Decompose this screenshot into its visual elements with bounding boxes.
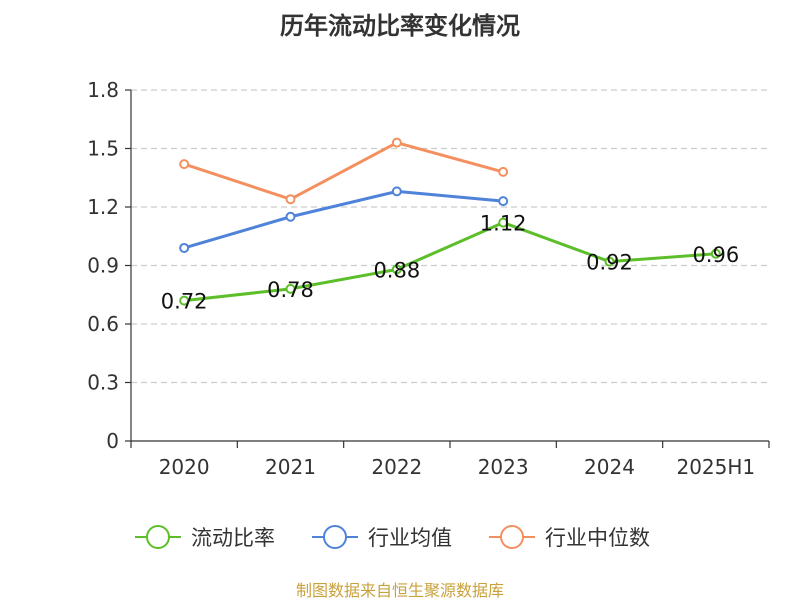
data-label: 0.92 xyxy=(586,251,633,275)
series-line-1 xyxy=(183,189,504,250)
data-label: 0.72 xyxy=(161,290,208,314)
axes: 0 0.3 0.6 0.9 1.2 1.5 1.8 2020 2021 2022 2023 2024 2… xyxy=(87,78,770,479)
series-line-0 xyxy=(184,221,716,303)
data-point xyxy=(391,186,402,197)
y-tick-label: 0.3 xyxy=(87,371,119,395)
chart-title: 历年流动比率变化情况 xyxy=(280,12,520,40)
legend: 流动比率 行业均值 行业中位数 xyxy=(135,525,650,550)
y-tick-label: 1.8 xyxy=(87,78,119,102)
y-tick-label: 1.5 xyxy=(87,137,119,161)
y-tick-label: 0 xyxy=(106,429,119,453)
data-point xyxy=(498,217,509,228)
legend-marker-0 xyxy=(146,525,170,549)
x-tick-label: 2023 xyxy=(478,455,529,479)
data-point xyxy=(179,159,190,170)
series-line-2 xyxy=(183,141,504,201)
data-point xyxy=(179,295,190,306)
data-point xyxy=(285,283,296,294)
y-tick-label: 0.6 xyxy=(87,312,119,336)
series-group xyxy=(179,137,721,306)
legend-label: 行业均值 xyxy=(368,526,452,550)
data-point xyxy=(285,211,296,222)
legend-label: 行业中位数 xyxy=(545,526,650,550)
data-label: 0.78 xyxy=(267,278,314,302)
data-label: 1.12 xyxy=(480,212,527,236)
data-point xyxy=(498,166,509,177)
data-point xyxy=(285,194,296,205)
grid-lines xyxy=(131,89,769,384)
data-point xyxy=(179,242,190,253)
data-point xyxy=(391,264,402,275)
y-tick-label: 0.9 xyxy=(87,254,119,278)
x-tick-label: 2022 xyxy=(371,455,422,479)
data-point xyxy=(710,248,721,259)
x-tick-label: 2024 xyxy=(584,455,635,479)
y-tick-label: 1.2 xyxy=(87,195,119,219)
data-labels: 0.72 0.78 0.88 1.12 0.92 0.96 xyxy=(161,212,739,314)
source-note: 制图数据来自恒生聚源数据库 xyxy=(296,581,504,600)
x-tick-label: 2020 xyxy=(159,455,210,479)
legend-marker-1 xyxy=(323,525,347,549)
x-tick-label: 2025H1 xyxy=(676,455,755,479)
legend-marker-2 xyxy=(500,525,524,549)
data-label: 0.96 xyxy=(692,243,739,267)
data-point xyxy=(604,256,615,267)
data-point xyxy=(391,137,402,148)
data-point xyxy=(498,196,509,207)
legend-label: 流动比率 xyxy=(191,526,275,550)
x-tick-label: 2021 xyxy=(265,455,316,479)
data-label: 0.88 xyxy=(373,258,420,282)
